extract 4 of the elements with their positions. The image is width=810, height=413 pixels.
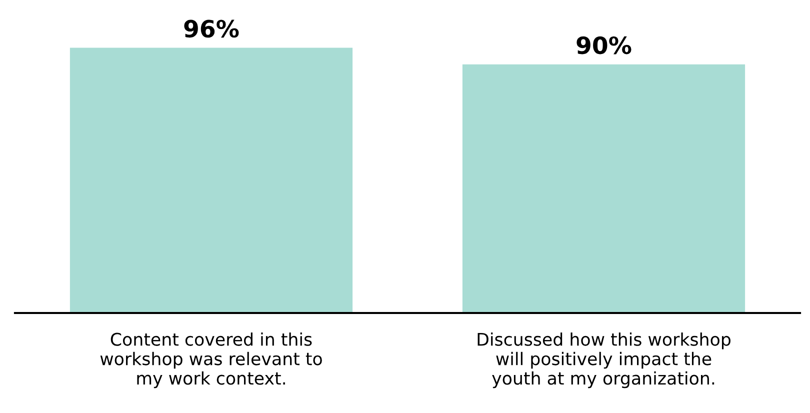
- data-label: 96%: [184, 20, 239, 38]
- x-tick-label: Content covered in this workshop was relevant to my work context.: [100, 332, 322, 388]
- data-label: 90%: [576, 36, 632, 54]
- x-tick-label: Discussed how this workshop will positively impact the youth at my organization.: [478, 332, 730, 388]
